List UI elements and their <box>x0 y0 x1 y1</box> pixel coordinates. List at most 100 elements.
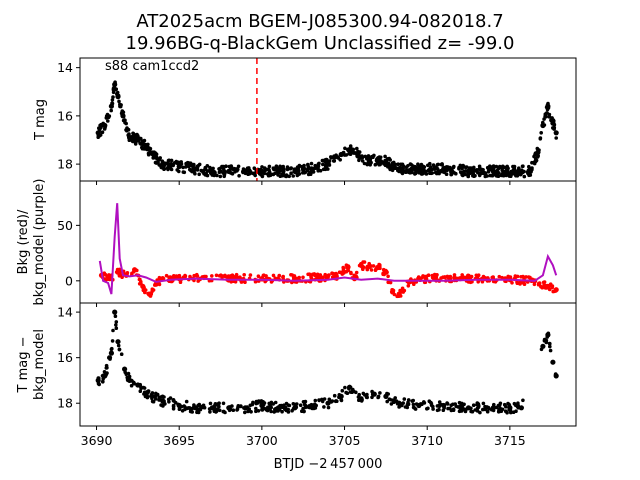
data-point <box>315 275 319 280</box>
data-point <box>184 399 189 404</box>
data-point <box>518 172 523 177</box>
data-point <box>114 326 119 331</box>
data-point <box>237 174 241 178</box>
data-point <box>177 407 182 412</box>
y-tick-label: 14 <box>57 60 73 75</box>
data-point <box>172 399 176 403</box>
x-tick-label: 3690 <box>81 433 113 448</box>
data-point <box>490 173 495 178</box>
data-point <box>302 163 306 168</box>
data-point <box>201 170 205 174</box>
data-point <box>256 274 261 279</box>
data-point <box>151 156 155 160</box>
data-point <box>402 397 407 401</box>
data-point <box>161 161 166 166</box>
data-point <box>476 403 481 407</box>
data-point <box>392 400 396 405</box>
data-point <box>485 409 490 414</box>
data-point <box>334 272 339 277</box>
data-point <box>497 274 502 279</box>
plot-area <box>98 203 559 299</box>
data-point <box>466 172 471 177</box>
data-point <box>294 170 298 175</box>
data-point <box>331 159 336 163</box>
data-point <box>516 405 521 410</box>
panel-frame <box>79 302 577 427</box>
data-point <box>297 172 302 176</box>
plot-area <box>95 80 559 179</box>
data-point <box>116 343 121 348</box>
data-point <box>452 273 457 277</box>
data-point <box>417 404 422 408</box>
data-point <box>271 166 276 170</box>
data-point <box>381 272 385 277</box>
data-point <box>524 275 528 279</box>
data-point <box>327 162 331 166</box>
data-point <box>457 409 462 414</box>
data-point <box>325 400 331 406</box>
data-point <box>322 405 326 409</box>
data-point <box>208 165 212 170</box>
data-point <box>262 166 267 170</box>
data-point <box>111 95 115 99</box>
data-point <box>344 269 349 274</box>
data-point <box>301 166 305 170</box>
data-point <box>421 171 426 176</box>
data-point <box>481 401 486 406</box>
data-point <box>292 275 297 279</box>
data-point <box>217 170 222 174</box>
data-point <box>332 393 337 398</box>
data-point <box>248 403 253 408</box>
data-point <box>214 409 219 414</box>
data-point <box>103 125 107 130</box>
data-point <box>101 380 105 384</box>
data-point <box>117 347 122 352</box>
data-point <box>327 397 332 402</box>
data-point <box>403 170 408 174</box>
data-point <box>203 165 208 170</box>
data-point <box>157 157 162 162</box>
data-point <box>349 147 354 151</box>
data-point <box>260 407 264 412</box>
data-point <box>331 271 336 276</box>
data-point <box>533 159 538 164</box>
data-point <box>365 264 370 269</box>
data-point <box>159 403 163 407</box>
data-point <box>348 390 353 394</box>
data-point <box>401 401 406 405</box>
data-point <box>407 281 411 285</box>
data-point <box>104 366 109 370</box>
data-point <box>388 280 393 285</box>
data-point <box>224 164 228 168</box>
data-point <box>208 410 212 414</box>
data-point <box>229 171 233 175</box>
data-point <box>138 389 143 394</box>
data-point <box>546 331 551 336</box>
data-point <box>313 163 318 168</box>
data-point <box>547 287 552 292</box>
data-point <box>176 402 180 407</box>
data-point <box>416 275 421 279</box>
data-point <box>125 375 129 380</box>
data-point <box>542 123 547 127</box>
data-point <box>426 168 431 172</box>
data-point <box>496 410 501 414</box>
data-point <box>387 156 392 161</box>
panel-top-tmag: 14 16 18 T mag <box>33 57 577 185</box>
data-point <box>339 398 344 402</box>
data-point <box>349 271 353 276</box>
data-point <box>219 273 223 278</box>
data-point <box>492 402 496 407</box>
data-point <box>460 166 464 171</box>
data-point <box>256 409 261 413</box>
data-point <box>526 275 531 279</box>
data-point <box>111 86 116 91</box>
data-point <box>217 167 221 171</box>
data-point <box>230 273 235 278</box>
data-point <box>371 155 375 159</box>
data-point <box>300 409 304 414</box>
data-point <box>522 174 527 179</box>
data-point <box>370 395 374 400</box>
data-point <box>356 149 360 154</box>
data-point <box>212 173 216 178</box>
